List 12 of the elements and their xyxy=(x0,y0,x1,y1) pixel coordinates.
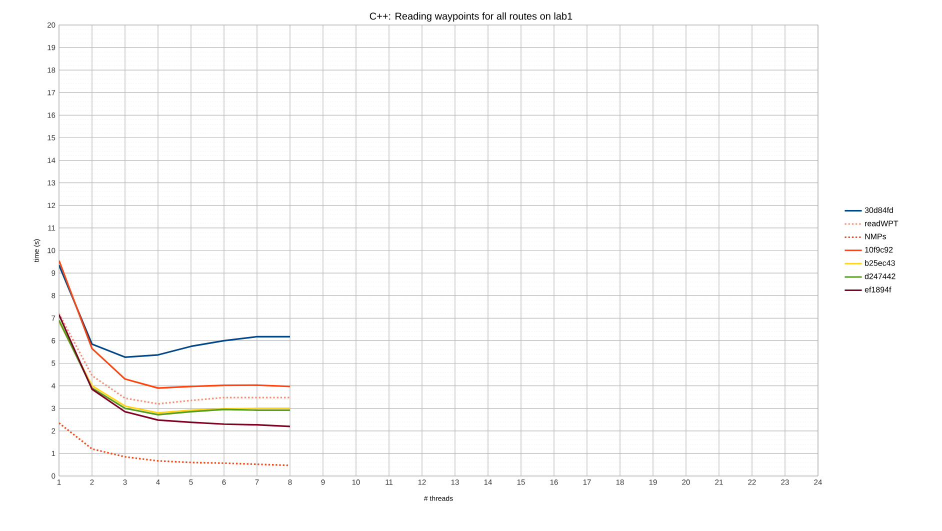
legend-label: ef1894f xyxy=(864,286,892,292)
chart-title: C++: Reading waypoints for all routes on lab1 xyxy=(370,12,572,22)
line-series xyxy=(59,260,291,389)
line-series xyxy=(59,422,291,466)
legend-label: 30d84fd xyxy=(864,207,893,213)
legend-label: b25ec43 xyxy=(865,260,895,266)
legend-label: d247442 xyxy=(864,273,896,280)
legend-label: 10f9c92 xyxy=(865,246,893,253)
legend-label: readWPT xyxy=(865,220,898,226)
legend-label: NMPs xyxy=(865,234,886,240)
line-series xyxy=(59,314,291,428)
line-series xyxy=(59,264,291,358)
